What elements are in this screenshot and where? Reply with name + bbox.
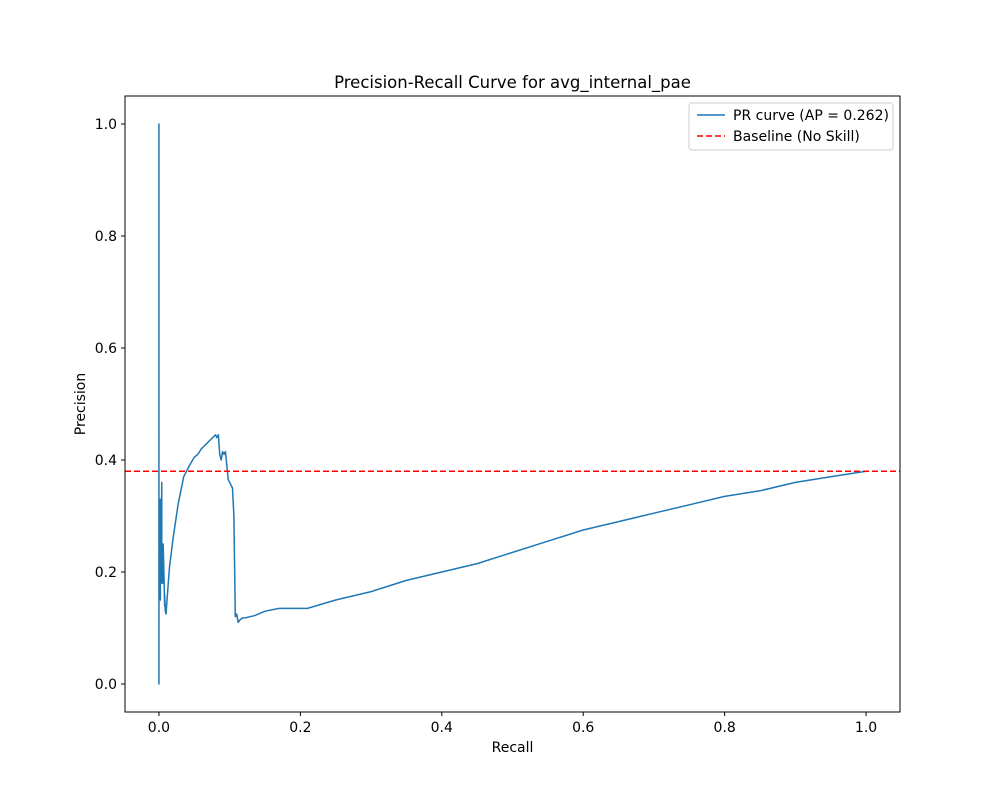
legend-box [688,102,894,151]
legend-label: Baseline (No Skill) [733,129,860,145]
y-axis-ticks: 0.0 0.2 0.4 0.6 0.8 1.0 [95,117,125,693]
y-tick-label: 0.2 [95,565,117,581]
y-tick-label: 0.6 [95,341,117,357]
pr-curve-line [158,123,867,685]
axes-frame [124,95,901,713]
legend-label: PR curve (AP = 0.262) [733,108,889,124]
x-axis-label: Recall [492,740,534,756]
x-tick-label: 0.8 [714,720,736,736]
y-tick-label: 0.4 [95,453,117,469]
y-tick-label: 0.8 [95,229,117,245]
x-axis-ticks: 0.0 0.2 0.4 0.6 0.8 1.0 [148,712,877,736]
x-tick-label: 0.0 [148,720,170,736]
plot-area [124,95,901,713]
y-tick-label: 1.0 [95,117,117,133]
x-tick-label: 1.0 [855,720,877,736]
legend: PR curve (AP = 0.262) Baseline (No Skill) [688,102,894,151]
y-tick-label: 0.0 [95,677,117,693]
x-tick-label: 0.2 [289,720,311,736]
chart-title: Precision-Recall Curve for avg_internal_… [334,73,691,93]
y-axis-label: Precision [73,373,89,435]
x-tick-label: 0.4 [431,720,453,736]
x-tick-label: 0.6 [572,720,594,736]
series-layer [125,123,900,685]
